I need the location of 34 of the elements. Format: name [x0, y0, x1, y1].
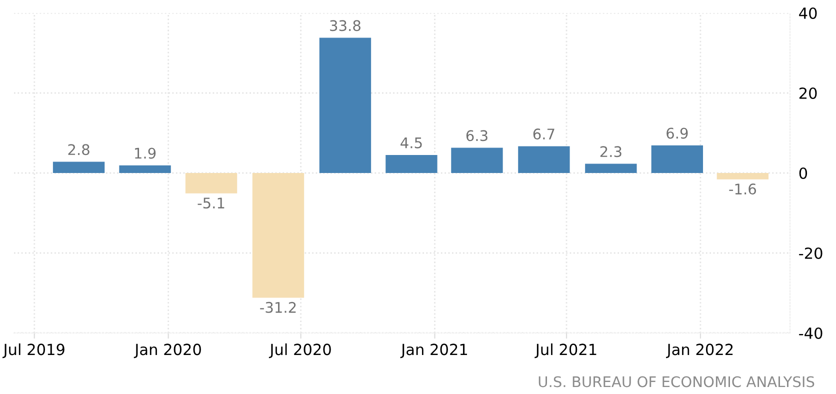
y-tick-label: 40 — [799, 7, 817, 20]
y-tick-label: -20 — [799, 247, 822, 260]
data-label: 6.7 — [533, 128, 554, 140]
bar — [585, 164, 637, 173]
x-tick-label: Jul 2019 — [2, 343, 64, 358]
data-label: 2.8 — [68, 144, 90, 156]
data-label: 1.9 — [135, 148, 156, 159]
bar — [185, 173, 238, 194]
y-tick-label: 0 — [799, 167, 808, 180]
bar — [651, 145, 704, 173]
x-tick-label: Jan 2021 — [400, 344, 467, 358]
bar — [52, 162, 105, 173]
data-label: 2.3 — [600, 146, 622, 158]
x-tick-label: Jan 2020 — [134, 344, 201, 358]
bar — [716, 173, 769, 180]
data-label: -1.6 — [729, 183, 756, 195]
data-label: 4.5 — [400, 137, 422, 148]
x-tick-label: Jul 2020 — [268, 343, 331, 358]
bar — [386, 155, 438, 173]
data-label: 6.9 — [666, 128, 688, 139]
data-label: -5.1 — [198, 198, 224, 209]
bar — [252, 173, 304, 298]
bar — [451, 148, 503, 173]
text: U.S. BUREAU OF ECONOMIC ANALYSIS — [538, 376, 814, 388]
bar — [518, 146, 570, 173]
x-tick-label: Jul 2021 — [534, 343, 596, 358]
y-tick-label: 20 — [799, 87, 817, 100]
bar — [319, 38, 372, 173]
bar — [119, 165, 171, 173]
x-tick-label: Jan 2022 — [666, 344, 733, 358]
y-tick-label: -40 — [799, 327, 822, 340]
data-label: 33.8 — [330, 20, 360, 32]
data-label: 6.3 — [466, 130, 488, 142]
data-label: -31.2 — [260, 302, 296, 313]
